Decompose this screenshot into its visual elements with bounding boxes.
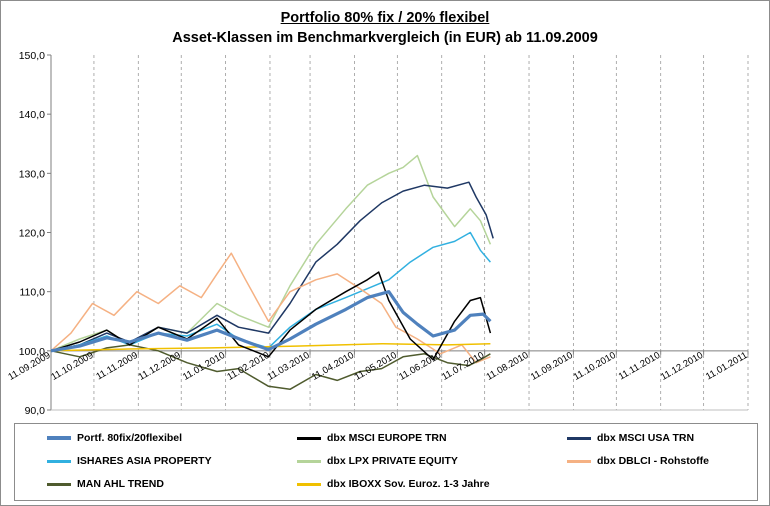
x-tick-label: 11.05.2010 <box>353 350 399 383</box>
x-tick-labels: 11.09.200911.10.200911.11.200911.12.2009… <box>6 350 749 383</box>
legend-swatch <box>47 482 71 486</box>
legend-item: dbx MSCI EUROPE TRN <box>297 432 447 444</box>
legend-label: dbx MSCI USA TRN <box>597 432 695 444</box>
legend-label: dbx MSCI EUROPE TRN <box>327 432 447 444</box>
legend-swatch <box>47 436 71 441</box>
x-tick-label: 11.12.2010 <box>659 350 705 383</box>
legend-label: dbx LPX PRIVATE EQUITY <box>327 455 458 467</box>
y-tick-label: 140,0 <box>19 109 45 121</box>
y-tick-label: 110,0 <box>20 287 46 299</box>
legend-item: Portf. 80fix/20flexibel <box>47 432 182 444</box>
legend-item: dbx IBOXX Sov. Euroz. 1-3 Jahre <box>297 478 490 490</box>
series-line-8 <box>50 342 491 352</box>
x-tick-label: 11.02.2010 <box>225 350 271 383</box>
x-tick-label: 11.09.2010 <box>529 350 575 383</box>
x-tick-label: 11.12.2009 <box>137 350 183 383</box>
y-tick-label: 130,0 <box>19 168 45 180</box>
legend-swatch <box>297 482 321 486</box>
legend-item: dbx LPX PRIVATE EQUITY <box>297 455 458 467</box>
series-line-4 <box>50 231 491 352</box>
x-tick-label: 11.11.2010 <box>617 350 662 383</box>
x-tick-label: 11.03.2010 <box>265 350 311 383</box>
legend-item: MAN AHL TREND <box>47 478 164 490</box>
legend-label: dbx DBLCI - Rohstoffe <box>597 455 709 467</box>
legend-label: MAN AHL TREND <box>77 478 164 490</box>
series-line-7 <box>50 344 491 391</box>
legend-label: Portf. 80fix/20flexibel <box>77 432 183 444</box>
y-tick-label: 100,0 <box>19 346 45 358</box>
x-tick-label: 11.04.2010 <box>310 350 356 383</box>
legend-item: ISHARES ASIA PROPERTY <box>47 455 212 467</box>
legend: Portf. 80fix/20flexibel dbx MSCI EUROPE T… <box>14 423 758 501</box>
legend-item: dbx MSCI USA TRN <box>567 432 694 444</box>
x-tick-label: 11.10.2010 <box>572 350 618 383</box>
series-line-1 <box>50 290 492 353</box>
legend-swatch <box>567 459 591 463</box>
x-tick-label: 11.11.2009 <box>94 350 139 383</box>
y-tick-label: 150,0 <box>19 50 45 62</box>
series-line-3 <box>50 181 494 352</box>
x-tick-label: 11.01.2011 <box>704 350 749 383</box>
series-lines <box>50 154 494 391</box>
legend-swatch <box>47 459 71 463</box>
legend-swatch <box>297 459 321 463</box>
y-tick-labels: 90,0 100,0 110,0 120,0 130,0 140,0 150,0 <box>19 50 45 417</box>
legend-item: dbx DBLCI - Rohstoffe <box>567 455 709 467</box>
y-tick-label: 120,0 <box>19 228 45 240</box>
legend-swatch <box>567 436 591 440</box>
x-tick-label: 11.01.2010 <box>181 350 227 383</box>
x-tick-label: 11.08.2010 <box>484 350 530 383</box>
y-tick-label: 90,0 <box>25 405 46 417</box>
chart-title: Portfolio 80% fix / 20% flexibel <box>280 10 490 26</box>
legend-label: ISHARES ASIA PROPERTY <box>77 455 212 467</box>
legend-swatch <box>297 436 321 440</box>
line-chart: 90,0 100,0 110,0 120,0 130,0 140,0 150,0 11.09… <box>6 50 749 417</box>
x-tick-label: 11.07.2010 <box>440 350 486 383</box>
legend-label: dbx IBOXX Sov. Euroz. 1-3 Jahre <box>327 478 490 490</box>
chart-subtitle: Asset-Klassen im Benchmarkvergleich (in … <box>172 30 598 46</box>
